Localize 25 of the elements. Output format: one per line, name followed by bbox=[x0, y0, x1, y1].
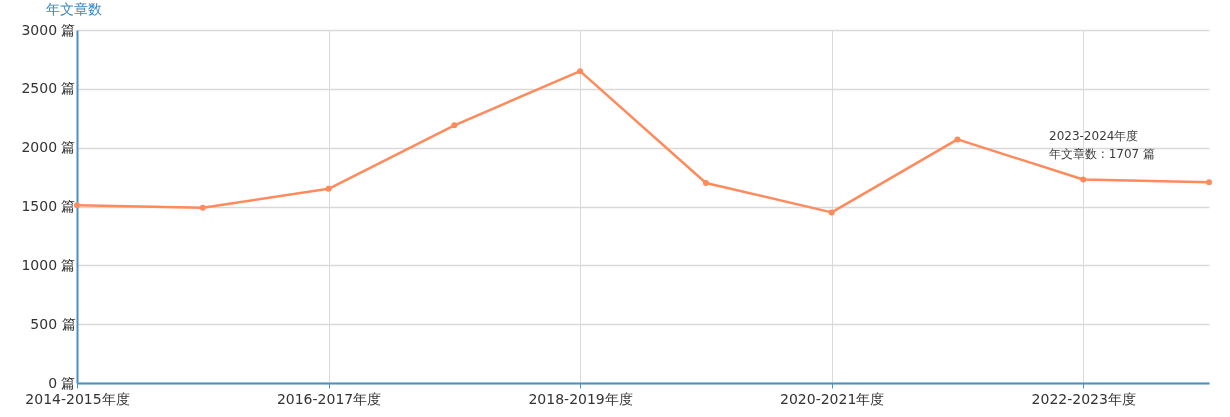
y-tick-label: 1000 篇 bbox=[21, 256, 76, 273]
annotation: 2023-2024年度 bbox=[1049, 129, 1139, 144]
point bbox=[577, 68, 584, 75]
annotation: 年文章数 : 1707 篇 bbox=[1049, 147, 1156, 162]
point bbox=[451, 122, 458, 129]
x-tick-label: 2022-2023年度 bbox=[1031, 390, 1136, 407]
point bbox=[1080, 176, 1087, 183]
point bbox=[325, 185, 332, 192]
point bbox=[74, 202, 80, 209]
point bbox=[199, 204, 206, 211]
x-tick-label: 2016-2017年度 bbox=[276, 390, 382, 407]
y-tick-label: 1500 篇 bbox=[21, 198, 76, 214]
x-tick-label: 2020-2021年度 bbox=[780, 390, 885, 407]
point bbox=[702, 179, 709, 186]
y-tick-label: 3000 篇 bbox=[21, 21, 76, 38]
y-tick-label: 2500 篇 bbox=[21, 80, 76, 97]
point bbox=[954, 136, 961, 143]
point bbox=[1206, 179, 1212, 186]
x-tick-label: 2014-2015年度 bbox=[25, 390, 130, 407]
y-tick-label: 500 篇 bbox=[30, 315, 76, 332]
y-tick-label: 2000 篇 bbox=[21, 139, 76, 156]
y-axis-title: 年文章数 bbox=[45, 0, 102, 17]
x-tick-label: 2018-2019年度 bbox=[528, 390, 633, 407]
point bbox=[828, 209, 835, 216]
y-tick-label: 0 篇 bbox=[48, 374, 76, 391]
